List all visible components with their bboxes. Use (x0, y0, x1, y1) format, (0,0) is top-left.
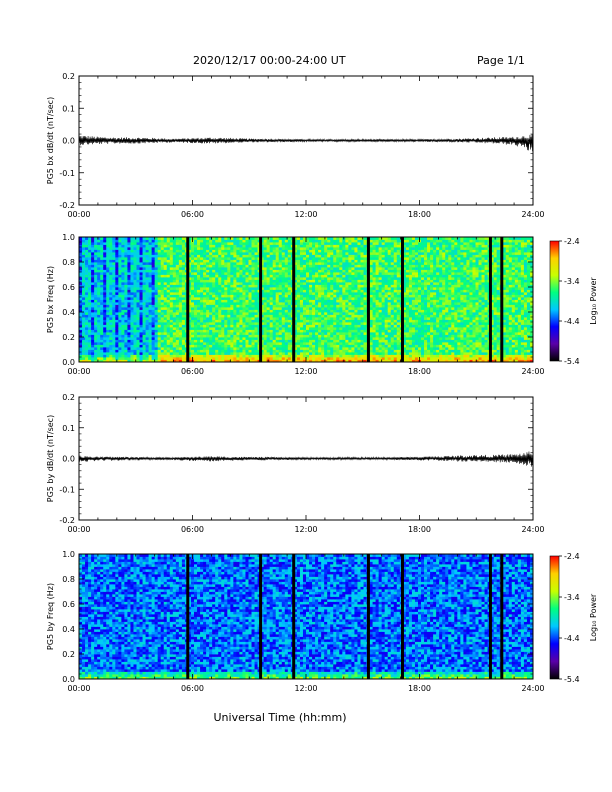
page-indicator: Page 1/1 (477, 54, 525, 67)
data-gap-mark (259, 237, 263, 362)
x-tick-label: 00:00 (67, 525, 90, 534)
y-tick-label: 0.4 (62, 308, 75, 317)
y-tick-label: 1.0 (62, 233, 75, 242)
y-tick-label: 0.0 (62, 455, 75, 464)
x-tick-label: 06:00 (181, 210, 204, 219)
x-tick-label: 00:00 (67, 684, 90, 693)
panel-bx-dbdt: 00:00 06:00 12:00 18:00 24:00 -0.2 -0.1 0.0 0.1 0… (46, 72, 545, 219)
x-tick-label: 00:00 (67, 367, 90, 376)
colorbar-tick-label: -2.4 (564, 552, 580, 561)
data-gap-mark (186, 554, 190, 679)
colorbar-tick-label: -3.4 (564, 277, 580, 286)
data-gap-mark (500, 554, 504, 679)
colorbar-bx-label: Log₁₀ Power (589, 277, 598, 325)
x-tick-label: 24:00 (521, 367, 544, 376)
data-gap-mark (292, 554, 296, 679)
by-dbdt-series-line (78, 451, 534, 467)
y-tick-label: 0.1 (62, 104, 75, 113)
y-tick-label: 0.2 (62, 393, 75, 402)
colorbar-by: -2.4 -3.4 -4.4 -5.4 Log₁₀ Power (549, 552, 598, 684)
data-gap-mark (366, 237, 370, 362)
x-tick-label: 12:00 (294, 525, 317, 534)
colorbar-bx: -2.4 -3.4 -4.4 -5.4 Log₁₀ Power (549, 237, 598, 366)
panel-by-dbdt-ticks: 00:00 06:00 12:00 18:00 24:00 -0.2 -0.1 0.0 0.1 0… (59, 393, 544, 534)
x-tick-label: 06:00 (181, 525, 204, 534)
x-tick-label: 06:00 (181, 684, 204, 693)
colorbar-tick-label: -5.4 (564, 675, 580, 684)
x-tick-label: 24:00 (521, 210, 544, 219)
x-tick-label: 12:00 (294, 367, 317, 376)
panel-by-dbdt: 00:00 06:00 12:00 18:00 24:00 -0.2 -0.1 0.0 0.1 0… (46, 393, 545, 534)
y-tick-label: 0.1 (62, 424, 75, 433)
y-tick-label: 0.0 (62, 137, 75, 146)
x-tick-label: 18:00 (408, 525, 431, 534)
y-tick-label: 0.6 (62, 283, 75, 292)
x-axis-label: Universal Time (hh:mm) (214, 711, 347, 724)
y-tick-label: 0.6 (62, 600, 75, 609)
y-tick-label: -0.1 (59, 169, 75, 178)
chart-title: 2020/12/17 00:00-24:00 UT (193, 54, 346, 67)
y-tick-label: 0.0 (62, 358, 75, 367)
bx-dbdt-series-line (78, 134, 534, 152)
by-spectrogram (79, 554, 534, 680)
x-tick-label: 18:00 (408, 210, 431, 219)
colorbar-by-ticks: -2.4 -3.4 -4.4 -5.4 (559, 552, 580, 684)
x-tick-label: 18:00 (408, 684, 431, 693)
x-tick-label: 24:00 (521, 525, 544, 534)
panel-bx-freq-ticks: 00:00 06:00 12:00 18:00 24:00 0.0 0.2 0.4 0.6 0.8… (62, 233, 544, 376)
data-gap-mark (292, 237, 296, 362)
x-tick-label: 12:00 (294, 684, 317, 693)
colorbar-tick-label: -2.4 (564, 237, 580, 246)
x-tick-label: 24:00 (521, 684, 544, 693)
y-tick-label: 0.2 (62, 72, 75, 81)
colorbar-by-label: Log₁₀ Power (589, 593, 598, 641)
data-gap-mark (259, 554, 263, 679)
x-tick-label: 00:00 (67, 210, 90, 219)
data-gap-mark (488, 554, 492, 679)
colorbar-bx-ticks: -2.4 -3.4 -4.4 -5.4 (559, 237, 580, 366)
y-tick-label: -0.2 (59, 516, 75, 525)
x-tick-label: 18:00 (408, 367, 431, 376)
y-tick-label: -0.1 (59, 485, 75, 494)
data-gap-mark (500, 237, 504, 362)
colorbar-tick-label: -3.4 (564, 593, 580, 602)
colorbar-tick-label: -5.4 (564, 357, 580, 366)
colorbar-bx-ramp (549, 240, 560, 362)
panel-by-freq: 00:00 06:00 12:00 18:00 24:00 0.0 0.2 0.4 0.6 0.8… (46, 550, 545, 693)
y-tick-label: 0.8 (62, 575, 75, 584)
panel-by-dbdt-ylabel: PG5 by dB/dt (nT/sec) (46, 415, 55, 502)
x-tick-label: 12:00 (294, 210, 317, 219)
colorbar-tick-label: -4.4 (564, 317, 580, 326)
y-tick-label: 0.8 (62, 258, 75, 267)
panel-bx-freq-ylabel: PG5 bx Freq (Hz) (46, 266, 55, 333)
panel-bx-dbdt-ticks: 00:00 06:00 12:00 18:00 24:00 -0.2 -0.1 0.0 0.1 0… (59, 72, 544, 219)
panel-bx-freq: 00:00 06:00 12:00 18:00 24:00 0.0 0.2 0.4 0.6 0.8… (46, 233, 545, 376)
colorbar-tick-label: -4.4 (564, 634, 580, 643)
data-gap-mark (186, 237, 190, 362)
panel-bx-dbdt-ylabel: PG5 bx dB/dt (nT/sec) (46, 97, 55, 184)
panel-by-freq-ylabel: PG5 by Freq (Hz) (46, 583, 55, 650)
y-tick-label: 0.2 (62, 650, 75, 659)
y-tick-label: 0.0 (62, 675, 75, 684)
y-tick-label: -0.2 (59, 201, 75, 210)
bx-spectrogram (79, 237, 534, 363)
y-tick-label: 0.4 (62, 625, 75, 634)
y-tick-label: 0.2 (62, 333, 75, 342)
data-gap-mark (400, 237, 404, 362)
x-tick-label: 06:00 (181, 367, 204, 376)
y-tick-label: 1.0 (62, 550, 75, 559)
colorbar-by-ramp (549, 555, 560, 680)
panel-by-freq-ticks: 00:00 06:00 12:00 18:00 24:00 0.0 0.2 0.4 0.6 0.8… (62, 550, 544, 693)
data-gap-mark (366, 554, 370, 679)
data-gap-mark (400, 554, 404, 679)
data-gap-mark (488, 237, 492, 362)
